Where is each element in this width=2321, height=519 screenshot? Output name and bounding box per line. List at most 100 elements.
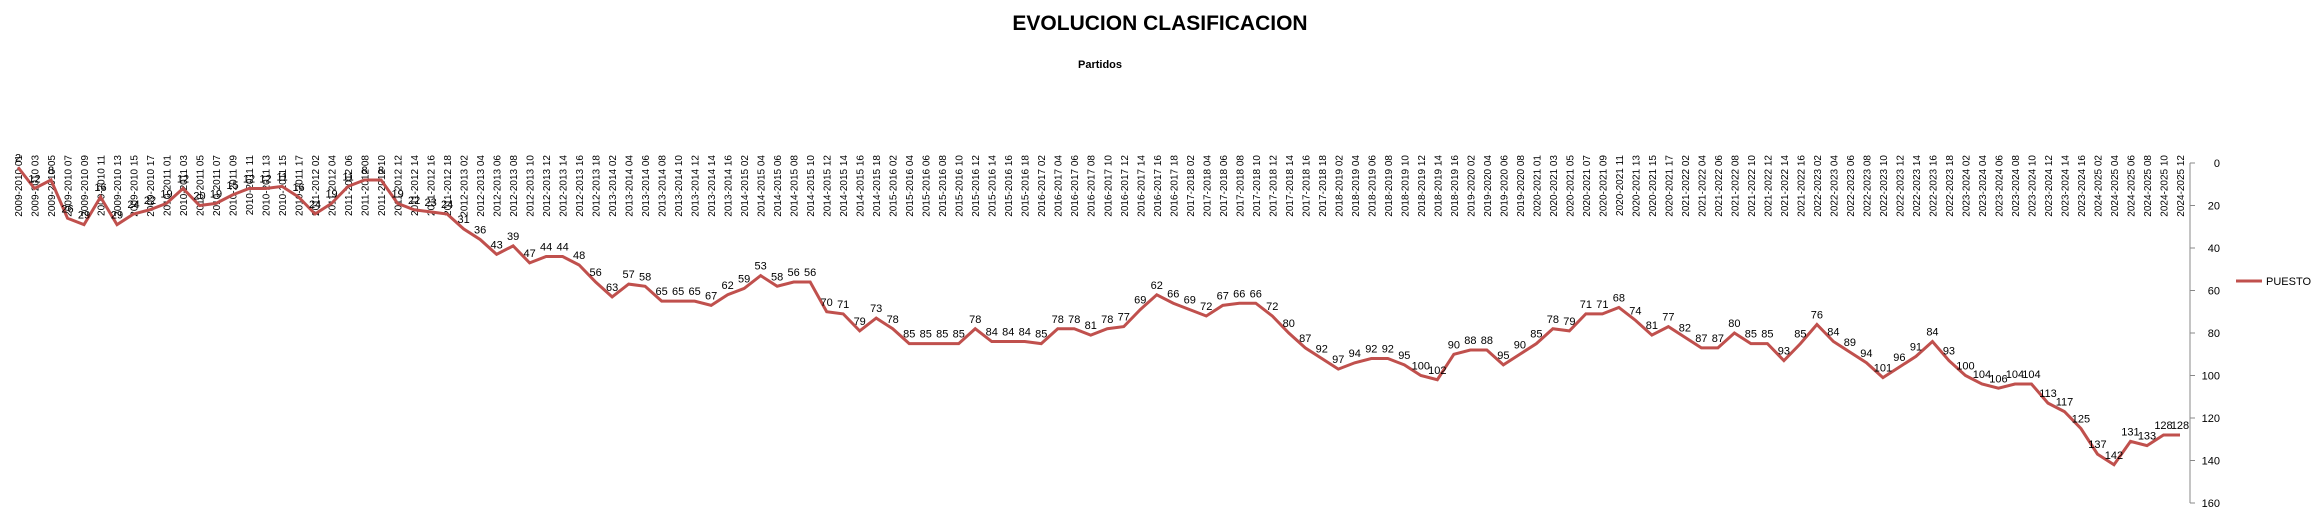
data-label: 95 bbox=[1398, 350, 1410, 362]
x-tick-label: 2017-2018 16 bbox=[1301, 155, 1312, 217]
data-label: 57 bbox=[623, 269, 635, 281]
x-tick-label: 2022-2023 02 bbox=[1813, 155, 1824, 217]
data-label: 131 bbox=[2121, 426, 2139, 438]
x-tick-label: 2017-2018 04 bbox=[1202, 155, 1213, 217]
x-tick-label: 2015-2016 10 bbox=[955, 155, 966, 217]
x-tick-label: 2010-2011 11 bbox=[245, 155, 256, 216]
data-label: 100 bbox=[1412, 361, 1430, 373]
y-tick-label: 40 bbox=[2208, 243, 2220, 255]
x-tick-label: 2012-2013 06 bbox=[493, 155, 504, 217]
data-label: 77 bbox=[1662, 312, 1674, 324]
data-label: 39 bbox=[507, 231, 519, 243]
x-tick-label: 2013-2014 08 bbox=[658, 155, 669, 217]
x-tick-label: 2021-2022 04 bbox=[1697, 155, 1708, 217]
x-tick-label: 2009-2010 01 bbox=[14, 155, 25, 217]
data-label: 63 bbox=[606, 282, 618, 294]
x-tick-label: 2012-2013 18 bbox=[592, 155, 603, 217]
data-label: 93 bbox=[1778, 346, 1790, 358]
x-tick-label: 2013-2014 16 bbox=[724, 155, 735, 217]
data-label: 56 bbox=[788, 267, 800, 279]
data-label: 104 bbox=[1973, 369, 1991, 381]
data-label: 66 bbox=[1167, 288, 1179, 300]
data-label: 19 bbox=[391, 188, 403, 200]
data-label: 8 bbox=[48, 165, 54, 177]
x-tick-label: 2021-2022 06 bbox=[1714, 155, 1725, 217]
data-label: 67 bbox=[1217, 290, 1229, 302]
x-tick-label: 2020-2021 11 bbox=[1615, 155, 1626, 216]
data-label: 72 bbox=[1200, 301, 1212, 313]
x-tick-label: 2017-2018 14 bbox=[1285, 155, 1296, 217]
data-label: 76 bbox=[1811, 310, 1823, 322]
data-label: 84 bbox=[1002, 327, 1014, 339]
x-tick-label: 2016-2017 14 bbox=[1136, 155, 1147, 217]
data-label: 62 bbox=[722, 280, 734, 292]
data-label: 12 bbox=[28, 174, 40, 186]
x-tick-label: 2016-2017 04 bbox=[1054, 155, 1065, 217]
x-tick-label: 2014-2015 04 bbox=[757, 155, 768, 217]
data-label: 78 bbox=[1068, 314, 1080, 326]
data-label: 47 bbox=[523, 248, 535, 260]
data-label: 100 bbox=[1956, 361, 1974, 373]
data-label: 85 bbox=[1035, 329, 1047, 341]
x-tick-label: 2018-2019 14 bbox=[1433, 155, 1444, 217]
x-tick-label: 2015-2016 12 bbox=[971, 155, 982, 217]
data-label: 73 bbox=[870, 303, 882, 315]
x-tick-label: 2017-2018 12 bbox=[1268, 155, 1279, 217]
x-tick-label: 2014-2015 02 bbox=[740, 155, 751, 217]
data-label: 65 bbox=[672, 286, 684, 298]
data-label: 84 bbox=[986, 327, 998, 339]
data-label: 95 bbox=[1497, 350, 1509, 362]
x-tick-label: 2023-2024 16 bbox=[2077, 155, 2088, 217]
data-label: 22 bbox=[408, 195, 420, 207]
x-tick-label: 2010-2011 17 bbox=[295, 155, 306, 216]
x-tick-label: 2009-2010 11 bbox=[97, 155, 108, 216]
data-label: 81 bbox=[1085, 320, 1097, 332]
x-tick-label: 2012-2013 10 bbox=[526, 155, 537, 217]
x-tick-label: 2022-2023 16 bbox=[1928, 155, 1939, 217]
data-label: 79 bbox=[1563, 316, 1575, 328]
x-tick-label: 2014-2015 10 bbox=[806, 155, 817, 217]
data-label: 106 bbox=[1989, 373, 2007, 385]
x-tick-label: 2012-2013 12 bbox=[542, 155, 553, 217]
data-label: 16 bbox=[292, 182, 304, 194]
data-label: 19 bbox=[210, 188, 222, 200]
x-tick-label: 2022-2023 12 bbox=[1895, 155, 1906, 217]
data-label: 80 bbox=[1283, 318, 1295, 330]
data-label: 71 bbox=[1596, 299, 1608, 311]
x-tick-label: 2013-2014 04 bbox=[625, 155, 636, 217]
x-tick-label: 2009-2010 07 bbox=[64, 155, 75, 217]
x-tick-label: 2011-2012 10 bbox=[377, 155, 388, 216]
x-tick-label: 2024-2025 12 bbox=[2176, 155, 2187, 217]
data-label: 101 bbox=[1874, 363, 1892, 375]
y-tick-label: 20 bbox=[2208, 201, 2220, 213]
x-tick-label: 2011-2012 04 bbox=[328, 155, 339, 216]
y-tick-label: 60 bbox=[2208, 286, 2220, 298]
x-tick-label: 2020-2021 13 bbox=[1631, 155, 1642, 217]
data-label: 102 bbox=[1428, 365, 1446, 377]
x-tick-label: 2009-2010 17 bbox=[146, 155, 157, 217]
x-tick-label: 2018-2019 04 bbox=[1351, 155, 1362, 217]
data-label: 125 bbox=[2072, 414, 2090, 426]
x-tick-label: 2023-2024 04 bbox=[1978, 155, 1989, 217]
x-tick-label: 2016-2017 08 bbox=[1087, 155, 1098, 217]
x-tick-label: 2015-2016 02 bbox=[889, 155, 900, 217]
data-label: 128 bbox=[2171, 420, 2189, 432]
x-tick-label: 2014-2015 06 bbox=[773, 155, 784, 217]
data-label: 85 bbox=[1530, 329, 1542, 341]
data-label: 19 bbox=[160, 188, 172, 200]
data-label: 88 bbox=[1481, 335, 1493, 347]
x-tick-label: 2016-2017 06 bbox=[1070, 155, 1081, 217]
data-label: 65 bbox=[689, 286, 701, 298]
data-label: 78 bbox=[1052, 314, 1064, 326]
data-label: 90 bbox=[1514, 339, 1526, 351]
x-tick-label: 2021-2022 12 bbox=[1763, 155, 1774, 217]
data-label: 29 bbox=[111, 210, 123, 222]
x-tick-label: 2022-2023 04 bbox=[1829, 155, 1840, 217]
data-label: 94 bbox=[1860, 348, 1872, 360]
y-tick-label: 0 bbox=[2214, 158, 2220, 170]
x-tick-label: 2012-2013 16 bbox=[575, 155, 586, 217]
x-tick-label: 2012-2013 08 bbox=[509, 155, 520, 217]
data-label: 67 bbox=[705, 290, 717, 302]
x-tick-label: 2021-2022 08 bbox=[1730, 155, 1741, 217]
x-tick-label: 2019-2020 08 bbox=[1516, 155, 1527, 217]
